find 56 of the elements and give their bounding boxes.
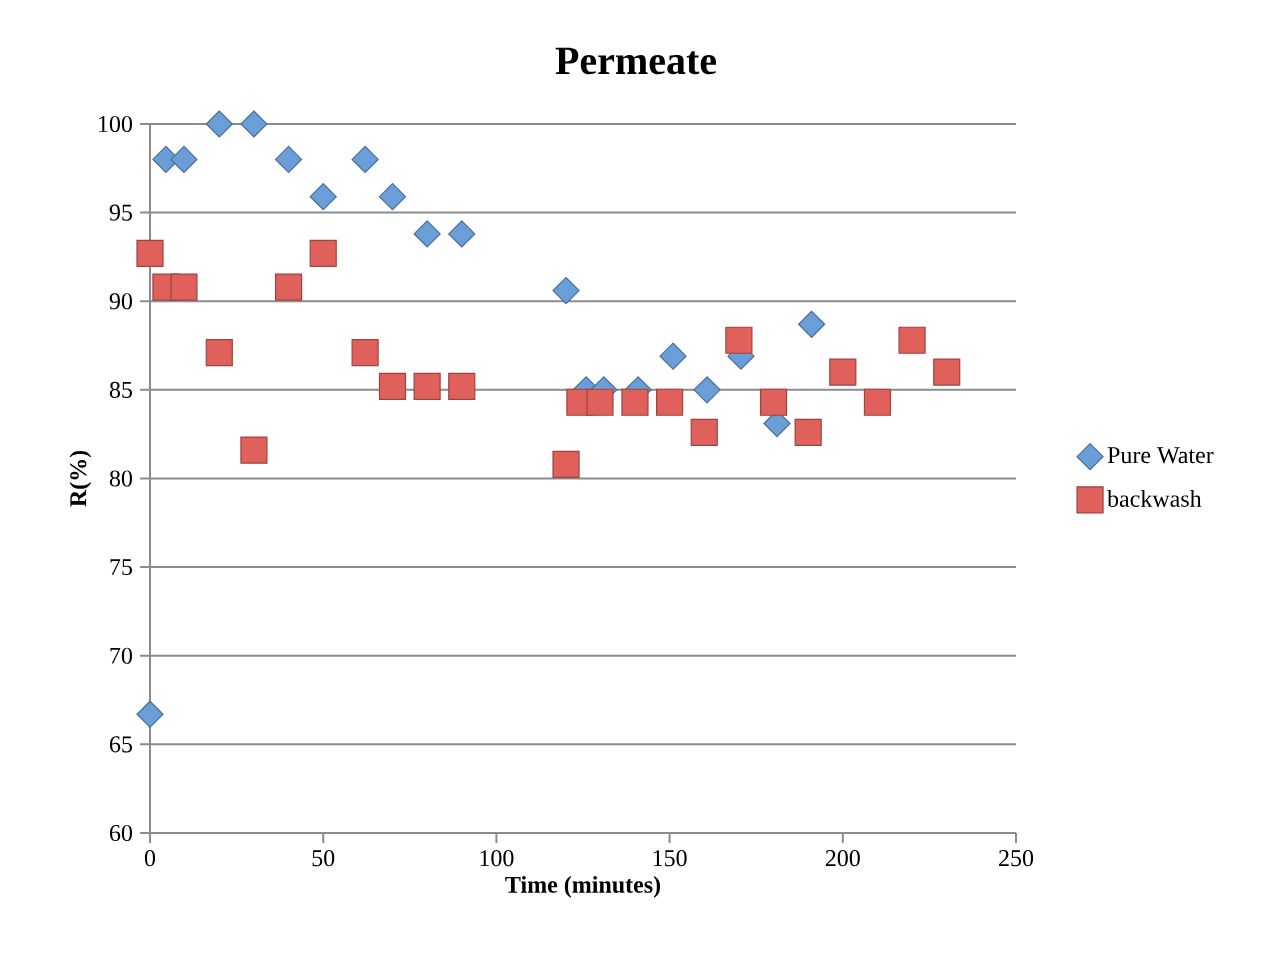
point <box>898 326 926 354</box>
point <box>656 388 684 416</box>
point <box>863 388 892 416</box>
point <box>136 239 164 267</box>
point <box>690 418 718 446</box>
point <box>621 388 649 416</box>
point <box>448 372 476 400</box>
point <box>759 388 788 416</box>
legend-label: Pure Water <box>1107 447 1214 464</box>
x-axis-title: Time (minutes) <box>505 875 661 898</box>
y-tick-label: 85 <box>109 381 133 398</box>
y-tick-label: 95 <box>109 204 133 221</box>
chart-title: Permeate <box>555 47 717 75</box>
point <box>240 110 268 138</box>
point <box>309 239 337 267</box>
point <box>829 358 857 386</box>
point <box>240 436 268 464</box>
point <box>552 276 580 305</box>
y-tick-label: 75 <box>110 559 133 576</box>
x-tick-label: 50 <box>312 850 335 867</box>
point <box>205 339 233 367</box>
point <box>378 183 407 211</box>
x-tick-label: 200 <box>825 850 860 867</box>
point <box>413 372 441 400</box>
y-tick-label: 90 <box>109 293 133 310</box>
x-tick-label: 150 <box>653 850 687 867</box>
point <box>378 372 407 400</box>
point <box>170 145 198 174</box>
point <box>693 376 721 404</box>
point <box>351 145 379 174</box>
point <box>798 310 826 338</box>
point <box>170 273 198 301</box>
y-axis-title: R(%) <box>69 450 92 507</box>
point <box>136 700 164 728</box>
x-tick-label: 100 <box>480 850 514 867</box>
y-tick-label: 70 <box>110 647 133 664</box>
y-tick-label: 100 <box>99 115 133 133</box>
point <box>794 418 822 446</box>
point <box>309 183 337 211</box>
legend-label: backwash <box>1107 490 1202 507</box>
point <box>448 220 476 248</box>
point <box>274 273 303 301</box>
x-tick-label: 0 <box>144 850 156 867</box>
y-tick-label: 80 <box>109 470 133 487</box>
y-tick-label: 60 <box>109 824 133 842</box>
point <box>586 388 614 416</box>
point <box>725 326 753 354</box>
x-tick-label: 250 <box>999 850 1034 867</box>
y-tick-label: 65 <box>109 736 133 753</box>
point <box>659 342 687 370</box>
point <box>552 450 580 478</box>
point <box>351 339 379 367</box>
point <box>933 358 961 386</box>
point <box>274 145 303 174</box>
point <box>413 220 441 248</box>
point <box>205 110 233 138</box>
